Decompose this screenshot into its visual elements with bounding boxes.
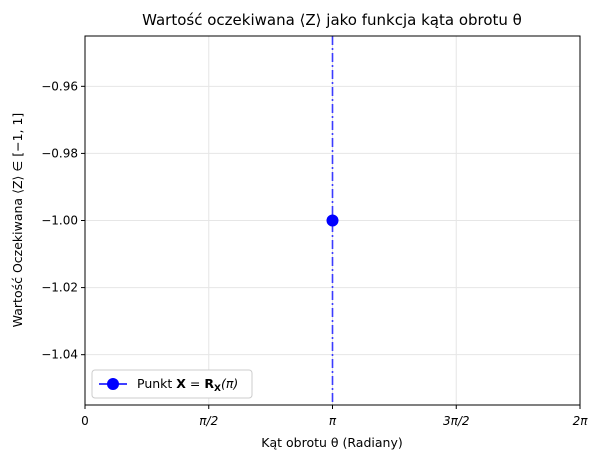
x-tick-label: π: [329, 414, 337, 428]
legend-box: [91, 369, 253, 399]
y-tick-label: −1.02: [41, 281, 78, 295]
y-tick-label: −1.00: [41, 214, 78, 228]
x-tick-label: 2π: [573, 414, 589, 428]
y-tick-label: −0.96: [41, 79, 78, 93]
legend-label-sub: X: [214, 384, 221, 394]
x-tick-label: 0: [81, 414, 89, 428]
points: [326, 214, 339, 227]
data-point: [326, 214, 339, 227]
legend-label-bold: X: [176, 376, 186, 391]
y-axis-label: Wartość Oczekiwana ⟨Z⟩ ∈ [−1, 1]: [10, 113, 25, 328]
legend-label-prefix: Punkt: [137, 376, 176, 391]
x-tick-label: 3π/2: [443, 414, 470, 428]
y-tick-label: −1.04: [41, 348, 78, 362]
legend-label-suffix: (π): [221, 376, 238, 391]
legend: Punkt X = RX(π): [91, 369, 253, 399]
x-axis-ticks: 0 π/2 π 3π/2 2π: [81, 405, 588, 428]
legend-label-bold2: R: [204, 376, 214, 391]
legend-marker: [107, 378, 119, 390]
y-axis-ticks: −0.96 −0.98 −1.00 −1.02 −1.04: [41, 79, 85, 362]
chart-title: Wartość oczekiwana ⟨Z⟩ jako funkcja kąta…: [142, 11, 522, 29]
y-tick-label: −0.98: [41, 146, 78, 160]
x-tick-label: π/2: [199, 414, 218, 428]
legend-label-eq: =: [186, 376, 204, 391]
x-axis-label: Kąt obrotu θ (Radiany): [261, 435, 402, 450]
legend-label: Punkt X = RX(π): [137, 376, 238, 394]
